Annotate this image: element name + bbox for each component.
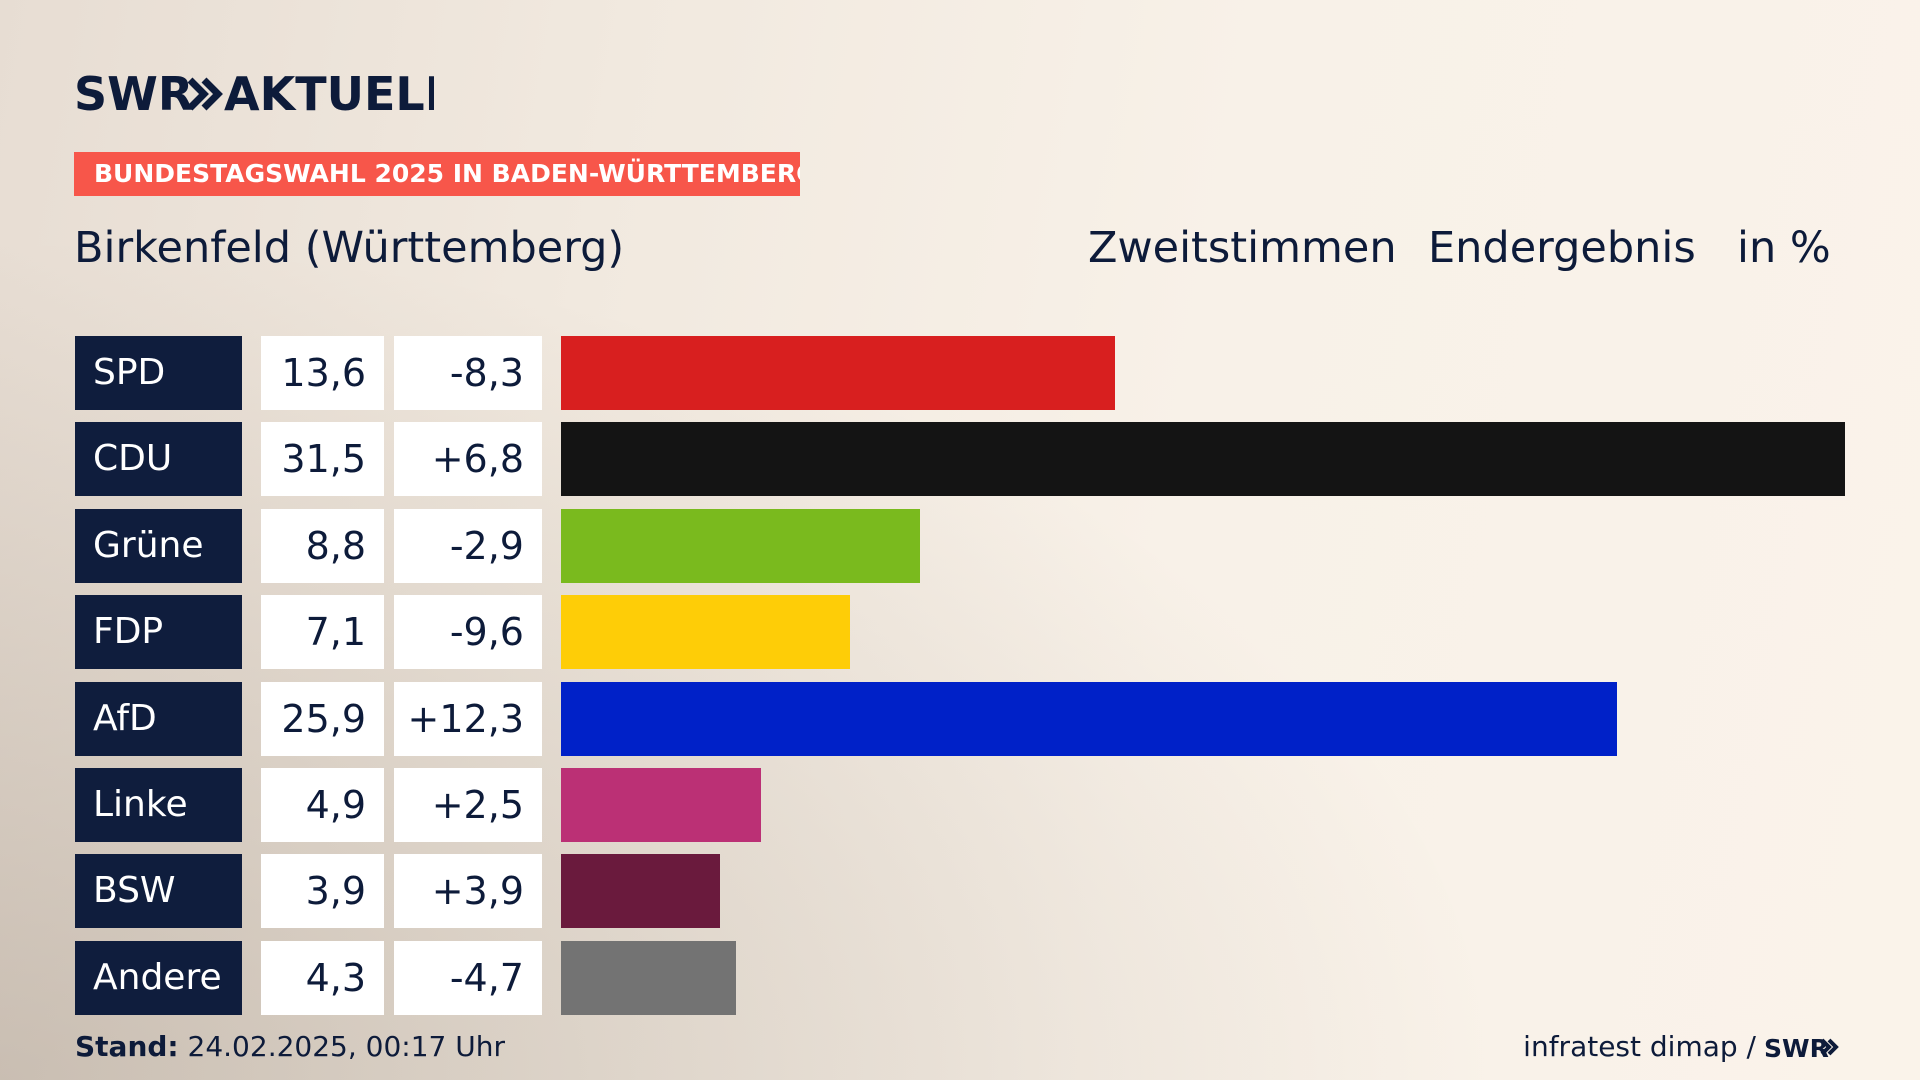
party-label-1: CDU xyxy=(75,422,242,496)
value-label-3: 7,1 xyxy=(261,595,384,669)
change-label-7: -4,7 xyxy=(394,941,542,1015)
value-label-5: 4,9 xyxy=(261,768,384,842)
party-label-3: FDP xyxy=(75,595,242,669)
value-label-1: 31,5 xyxy=(261,422,384,496)
svg-text:SWR: SWR xyxy=(74,68,193,118)
source-credit: infratest dimap / SWR xyxy=(1523,1028,1844,1066)
party-label-5: Linke xyxy=(75,768,242,842)
bar-2 xyxy=(561,509,920,583)
bar-3 xyxy=(561,595,850,669)
result-type-label: Endergebnis xyxy=(1428,223,1696,273)
bar-6 xyxy=(561,854,720,928)
party-label-0: SPD xyxy=(75,336,242,410)
place-title: Birkenfeld (Württemberg) xyxy=(74,223,625,273)
value-label-4: 25,9 xyxy=(261,682,384,756)
timestamp: Stand: 24.02.2025, 00:17 Uhr xyxy=(75,1028,505,1066)
value-label-2: 8,8 xyxy=(261,509,384,583)
bar-5 xyxy=(561,768,761,842)
vote-type-label: Zweitstimmen xyxy=(1088,223,1397,273)
change-label-2: -2,9 xyxy=(394,509,542,583)
change-label-5: +2,5 xyxy=(394,768,542,842)
value-label-7: 4,3 xyxy=(261,941,384,1015)
bar-4 xyxy=(561,682,1617,756)
change-label-6: +3,9 xyxy=(394,854,542,928)
swr-aktuell-logo: SWR AKTUELL xyxy=(74,68,434,118)
swr-small-logo: SWR xyxy=(1764,1034,1839,1061)
change-label-1: +6,8 xyxy=(394,422,542,496)
bar-1 xyxy=(561,422,1845,496)
swr-small-logo-text: SWR xyxy=(1764,1034,1829,1061)
unit-label: in % xyxy=(1737,223,1831,273)
change-label-3: -9,6 xyxy=(394,595,542,669)
party-label-4: AfD xyxy=(75,682,242,756)
svg-text:AKTUELL: AKTUELL xyxy=(224,68,434,118)
party-label-6: BSW xyxy=(75,854,242,928)
value-label-0: 13,6 xyxy=(261,336,384,410)
party-label-2: Grüne xyxy=(75,509,242,583)
election-banner: BUNDESTAGSWAHL 2025 IN BADEN-WÜRTTEMBERG xyxy=(74,152,800,196)
change-label-0: -8,3 xyxy=(394,336,542,410)
stand-value: 24.02.2025, 00:17 Uhr xyxy=(187,1030,505,1063)
stand-label: Stand: xyxy=(75,1030,179,1063)
party-label-7: Andere xyxy=(75,941,242,1015)
value-label-6: 3,9 xyxy=(261,854,384,928)
bar-0 xyxy=(561,336,1115,410)
source-text: infratest dimap / xyxy=(1523,1030,1756,1063)
change-label-4: +12,3 xyxy=(394,682,542,756)
bar-7 xyxy=(561,941,736,1015)
